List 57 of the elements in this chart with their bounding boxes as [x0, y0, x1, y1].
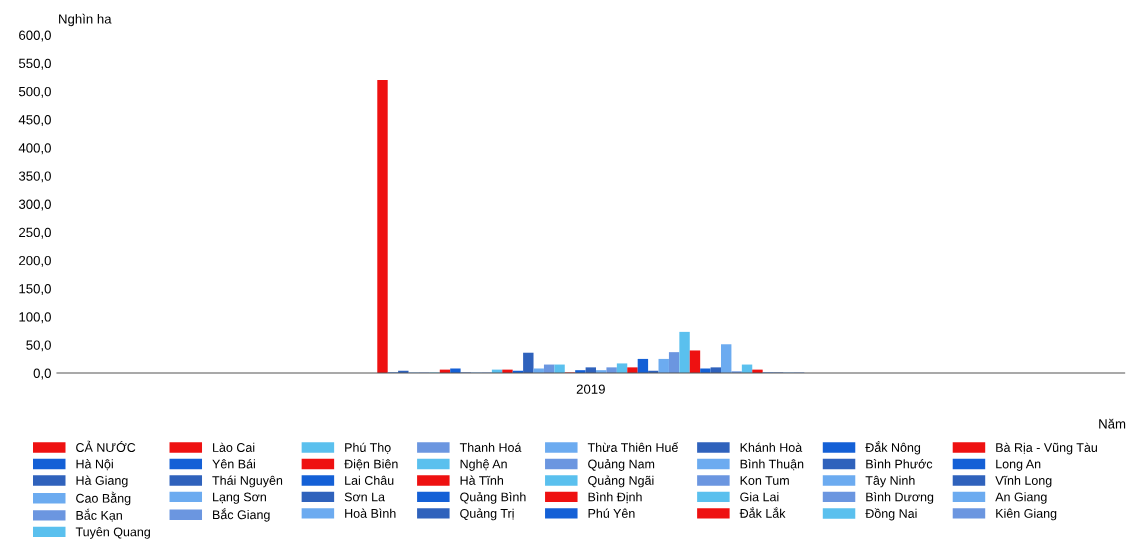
legend-label: Tây Ninh — [865, 475, 915, 488]
y-tick-label: 0,0 — [33, 368, 51, 380]
y-tick-label: 200,0 — [19, 255, 51, 267]
legend-label: Khánh Hoà — [740, 442, 803, 452]
legend-label: Lào Cai — [213, 442, 255, 452]
y-tick-label: 550,0 — [18, 58, 51, 70]
y-tick-label: 50,0 — [26, 340, 51, 352]
y-tick-label: 250,0 — [19, 227, 51, 239]
legend-label: Phú Thọ — [345, 442, 391, 454]
legend-label: Sơn La — [344, 492, 385, 502]
legend-label: Tuyên Quang — [75, 527, 150, 539]
legend-label: An Giang — [995, 492, 1047, 504]
y-tick-label: 600,0 — [19, 30, 51, 42]
legend-label: Bình Thuận — [740, 459, 804, 471]
legend-label: Bình Phước — [866, 459, 933, 469]
legend-label: Hà Nội — [76, 459, 113, 471]
legend-label: Lạng Sơn — [213, 492, 266, 504]
legend-label: Quảng Ngãi — [588, 475, 654, 488]
legend-label: Điện Biên — [344, 459, 398, 471]
legend-label: Quảng Nam — [588, 458, 655, 471]
legend-label: Thái Nguyên — [212, 475, 283, 488]
x-axis-title: Năm — [1099, 418, 1126, 429]
y-tick-label: 150,0 — [19, 284, 51, 295]
y-tick-label: 100,0 — [19, 312, 51, 324]
legend-label: Hà Tĩnh — [460, 475, 504, 485]
legend-label: Bắc Giang — [213, 508, 270, 522]
legend-label: Bình Định — [588, 492, 642, 504]
legend-label: CẢ NƯỚC — [76, 440, 136, 452]
legend-label: Thanh Hoá — [459, 442, 522, 452]
legend-label: Bắc Kạn — [76, 508, 122, 522]
legend-label: Bình Dương — [866, 492, 934, 504]
legend-label: Gia Lai — [740, 492, 779, 502]
y-tick-label: 300,0 — [18, 199, 51, 211]
legend-label: Đắk Lắk — [739, 506, 786, 518]
legend-label: Kiên Giang — [996, 508, 1057, 521]
legend-label: Kon Tum — [740, 476, 789, 485]
legend-label: Quảng Bình — [460, 491, 526, 504]
legend-label: Nghệ An — [460, 459, 507, 471]
legend-label: Thừa Thiên Huế — [587, 442, 679, 452]
y-tick-label: 400,0 — [18, 143, 51, 155]
y-axis-title: Nghìn ha — [59, 13, 112, 27]
legend-label: Bà Rịa - Vũng Tàu — [996, 442, 1097, 455]
legend-label: Cao Bằng — [76, 491, 131, 506]
legend-label: Đồng Nai — [865, 508, 917, 521]
legend-label: Phú Yên — [588, 508, 635, 518]
legend-label: Vĩnh Long — [995, 475, 1052, 488]
y-tick-label: 450,0 — [18, 115, 51, 126]
legend-label: Long An — [996, 459, 1041, 471]
legend-label: Hoà Bình — [345, 508, 396, 518]
y-tick-label: 500,0 — [18, 86, 51, 98]
legend-label: Đắk Nông — [865, 441, 921, 455]
x-tick-label: 2019 — [576, 384, 605, 394]
legend-label: Hà Giang — [76, 475, 128, 488]
y-tick-label: 350,0 — [18, 171, 51, 183]
legend-label: Quảng Trị — [460, 508, 514, 521]
legend-label: Lai Châu — [345, 475, 394, 485]
legend-label: Yên Bái — [212, 459, 255, 469]
